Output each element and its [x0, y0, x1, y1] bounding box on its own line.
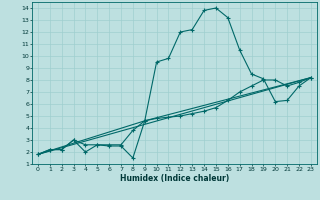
X-axis label: Humidex (Indice chaleur): Humidex (Indice chaleur)	[120, 174, 229, 183]
